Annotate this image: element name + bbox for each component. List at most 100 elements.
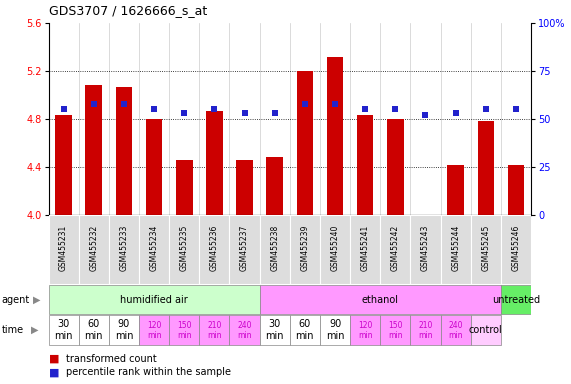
FancyBboxPatch shape: [49, 215, 79, 284]
Bar: [447, 165, 464, 215]
FancyBboxPatch shape: [199, 316, 230, 345]
Text: control: control: [469, 325, 502, 335]
Text: GSM455233: GSM455233: [119, 225, 128, 271]
Text: GSM455236: GSM455236: [210, 225, 219, 271]
Text: GSM455231: GSM455231: [59, 225, 68, 271]
Text: 120
min: 120 min: [358, 321, 372, 340]
Text: GSM455232: GSM455232: [89, 225, 98, 271]
Bar: [327, 56, 343, 215]
Point: [331, 101, 340, 107]
Text: untreated: untreated: [492, 295, 540, 305]
FancyBboxPatch shape: [441, 215, 471, 284]
Bar: [86, 85, 102, 215]
Text: 150
min: 150 min: [177, 321, 191, 340]
Text: 240
min: 240 min: [238, 321, 252, 340]
Bar: [55, 116, 72, 215]
Point: [300, 101, 309, 107]
Point: [210, 106, 219, 113]
Point: [270, 110, 279, 116]
Text: GSM455237: GSM455237: [240, 225, 249, 271]
FancyBboxPatch shape: [169, 215, 199, 284]
Bar: [357, 116, 373, 215]
Text: GSM455241: GSM455241: [361, 225, 369, 271]
FancyBboxPatch shape: [320, 316, 350, 345]
Text: GSM455246: GSM455246: [512, 225, 520, 271]
Bar: [236, 160, 253, 215]
Text: time: time: [2, 325, 24, 335]
Bar: [206, 111, 223, 215]
Text: ■: ■: [49, 354, 59, 364]
Point: [59, 106, 68, 113]
FancyBboxPatch shape: [289, 316, 320, 345]
Bar: [508, 165, 524, 215]
FancyBboxPatch shape: [380, 215, 411, 284]
Point: [119, 101, 128, 107]
Text: GSM455239: GSM455239: [300, 225, 309, 271]
Text: 30
min: 30 min: [266, 319, 284, 341]
Bar: [387, 119, 404, 215]
Text: ethanol: ethanol: [362, 295, 399, 305]
Text: GSM455244: GSM455244: [451, 225, 460, 271]
FancyBboxPatch shape: [320, 215, 350, 284]
FancyBboxPatch shape: [380, 316, 411, 345]
Bar: [296, 71, 313, 215]
Point: [150, 106, 159, 113]
Text: GSM455240: GSM455240: [331, 225, 340, 271]
Point: [361, 106, 370, 113]
Text: 150
min: 150 min: [388, 321, 403, 340]
FancyBboxPatch shape: [49, 285, 260, 314]
FancyBboxPatch shape: [411, 215, 441, 284]
FancyBboxPatch shape: [109, 215, 139, 284]
Text: ▶: ▶: [31, 325, 39, 335]
Point: [391, 106, 400, 113]
Bar: [116, 87, 132, 215]
Point: [240, 110, 249, 116]
Text: GSM455238: GSM455238: [270, 225, 279, 271]
Text: 210
min: 210 min: [418, 321, 433, 340]
FancyBboxPatch shape: [501, 215, 531, 284]
Point: [451, 110, 460, 116]
FancyBboxPatch shape: [501, 285, 531, 314]
FancyBboxPatch shape: [441, 316, 471, 345]
Text: 120
min: 120 min: [147, 321, 162, 340]
Bar: [176, 160, 192, 215]
Point: [180, 110, 189, 116]
FancyBboxPatch shape: [260, 285, 501, 314]
FancyBboxPatch shape: [169, 316, 199, 345]
Text: GSM455245: GSM455245: [481, 225, 490, 271]
Text: 30
min: 30 min: [54, 319, 73, 341]
FancyBboxPatch shape: [411, 316, 441, 345]
Text: GSM455235: GSM455235: [180, 225, 189, 271]
Text: ▶: ▶: [33, 295, 41, 305]
FancyBboxPatch shape: [109, 316, 139, 345]
Bar: [146, 119, 162, 215]
FancyBboxPatch shape: [139, 316, 169, 345]
Point: [512, 106, 521, 113]
FancyBboxPatch shape: [199, 215, 230, 284]
Point: [421, 112, 430, 118]
FancyBboxPatch shape: [471, 215, 501, 284]
FancyBboxPatch shape: [260, 215, 289, 284]
Text: 240
min: 240 min: [448, 321, 463, 340]
FancyBboxPatch shape: [79, 316, 109, 345]
FancyBboxPatch shape: [79, 215, 109, 284]
FancyBboxPatch shape: [350, 316, 380, 345]
Text: 60
min: 60 min: [296, 319, 314, 341]
Text: GSM455243: GSM455243: [421, 225, 430, 271]
Point: [89, 101, 98, 107]
FancyBboxPatch shape: [289, 215, 320, 284]
Text: ■: ■: [49, 367, 59, 377]
FancyBboxPatch shape: [49, 316, 79, 345]
Point: [481, 106, 490, 113]
Text: 60
min: 60 min: [85, 319, 103, 341]
Text: percentile rank within the sample: percentile rank within the sample: [66, 367, 231, 377]
FancyBboxPatch shape: [260, 316, 289, 345]
Bar: [267, 157, 283, 215]
Bar: [477, 121, 494, 215]
Text: GSM455234: GSM455234: [150, 225, 159, 271]
FancyBboxPatch shape: [230, 215, 260, 284]
Text: agent: agent: [2, 295, 30, 305]
FancyBboxPatch shape: [471, 316, 501, 345]
Text: 90
min: 90 min: [326, 319, 344, 341]
Text: transformed count: transformed count: [66, 354, 156, 364]
